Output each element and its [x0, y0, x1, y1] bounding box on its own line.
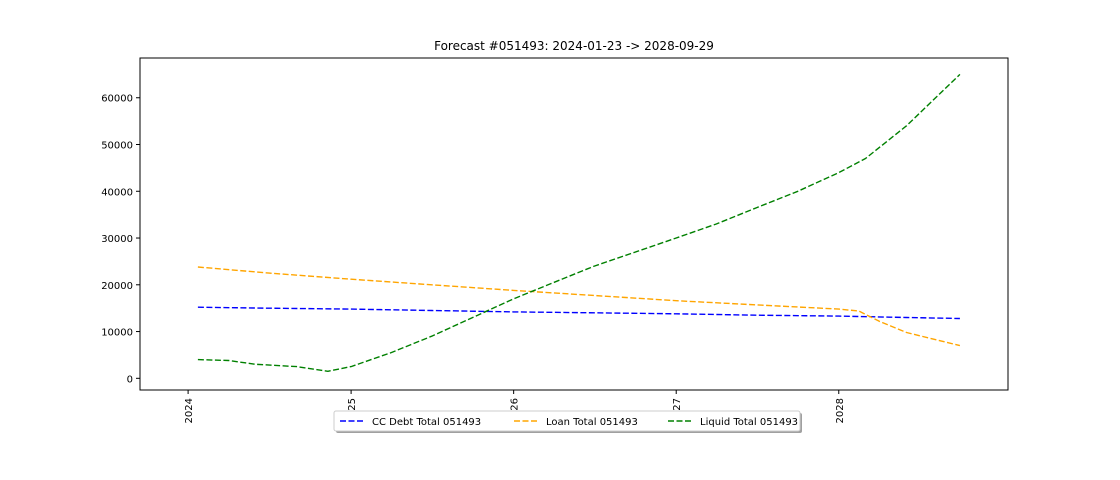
y-tick-label: 40000	[101, 187, 133, 198]
legend-label-1: CC Debt Total 051493	[372, 417, 481, 428]
chart-title: Forecast #051493: 2024-01-23 -> 2028-09-…	[434, 39, 714, 53]
series-line-2	[197, 266, 961, 347]
legend-box	[333, 410, 801, 432]
series-line-1	[197, 306, 960, 320]
plot-frame	[139, 57, 1009, 391]
y-tick-label: 20000	[101, 281, 133, 292]
y-tick-label: 0	[127, 374, 133, 385]
y-tick-label: 30000	[101, 234, 133, 245]
series-line-3	[197, 73, 961, 372]
series-layer	[197, 73, 961, 372]
x-tick-label: 2024	[184, 398, 195, 423]
plot-area	[139, 57, 1009, 391]
x-tick-label: 2028	[835, 398, 846, 423]
legend-label-2: Loan Total 051493	[546, 417, 638, 428]
legend: CC Debt Total 051493 Loan Total 051493 Liq…	[333, 410, 802, 433]
y-tick-label: 10000	[101, 328, 133, 339]
y-axis: 0 10000 20000 30000 40000 50000 60000	[101, 94, 140, 385]
y-tick-label: 60000	[101, 94, 133, 105]
legend-label-3: Liquid Total 051493	[700, 417, 798, 428]
y-tick-label: 50000	[101, 141, 133, 152]
